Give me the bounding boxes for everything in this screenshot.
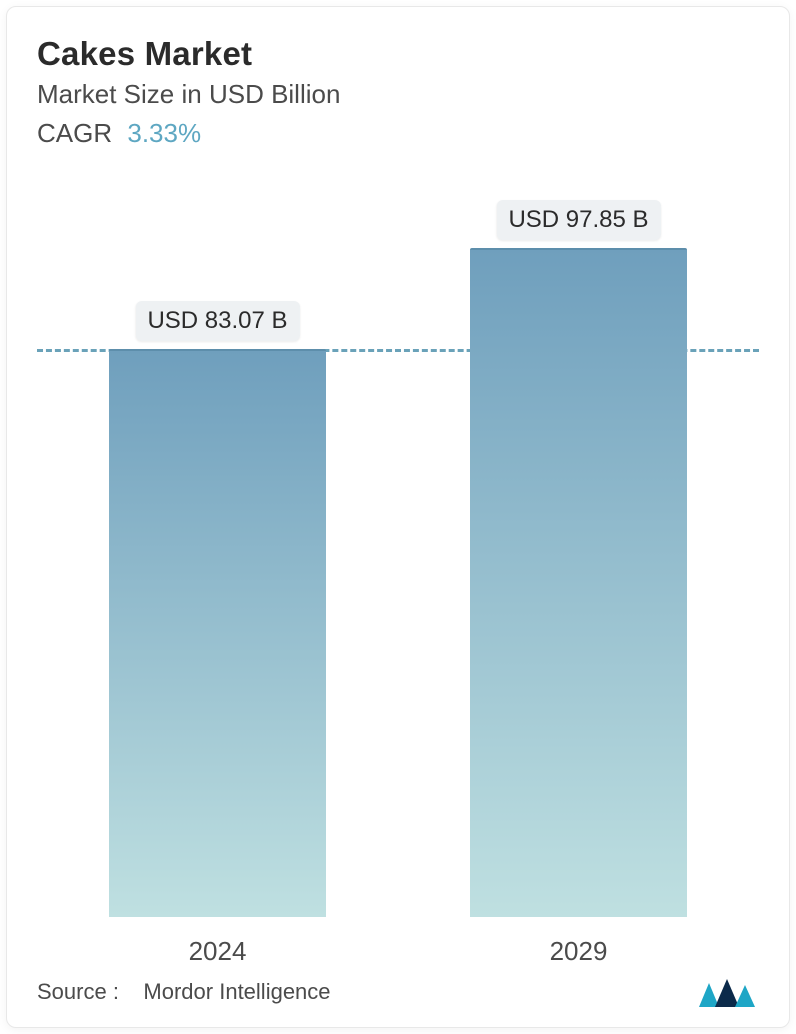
chart-subtitle: Market Size in USD Billion	[37, 79, 759, 110]
bars-container: USD 83.07 B USD 97.85 B	[37, 233, 759, 917]
bar-col-1: USD 97.85 B	[398, 233, 759, 917]
source-name: Mordor Intelligence	[143, 979, 330, 1004]
chart-wrap: USD 83.07 B USD 97.85 B 2024 2029	[37, 173, 759, 1007]
x-tick-1: 2029	[398, 936, 759, 967]
logo-shape-1	[699, 983, 719, 1007]
bar-col-0: USD 83.07 B	[37, 233, 398, 917]
x-tick-0: 2024	[37, 936, 398, 967]
cagr-line: CAGR 3.33%	[37, 118, 759, 149]
source-text: Source : Mordor Intelligence	[37, 979, 331, 1005]
bar-label-1: USD 97.85 B	[496, 200, 660, 240]
cagr-label: CAGR	[37, 118, 112, 148]
page-title: Cakes Market	[37, 35, 759, 73]
logo-shape-2	[715, 979, 739, 1007]
bar-0	[109, 349, 326, 917]
logo-shape-3	[735, 985, 755, 1007]
chart-footer: Source : Mordor Intelligence	[37, 975, 759, 1009]
chart-area: USD 83.07 B USD 97.85 B	[37, 233, 759, 917]
bar-label-0: USD 83.07 B	[135, 301, 299, 341]
x-axis: 2024 2029	[37, 936, 759, 967]
chart-card: Cakes Market Market Size in USD Billion …	[6, 6, 790, 1028]
brand-logo-icon	[697, 975, 759, 1009]
cagr-value: 3.33%	[127, 118, 201, 148]
source-prefix: Source :	[37, 979, 119, 1004]
bar-1	[470, 248, 687, 917]
